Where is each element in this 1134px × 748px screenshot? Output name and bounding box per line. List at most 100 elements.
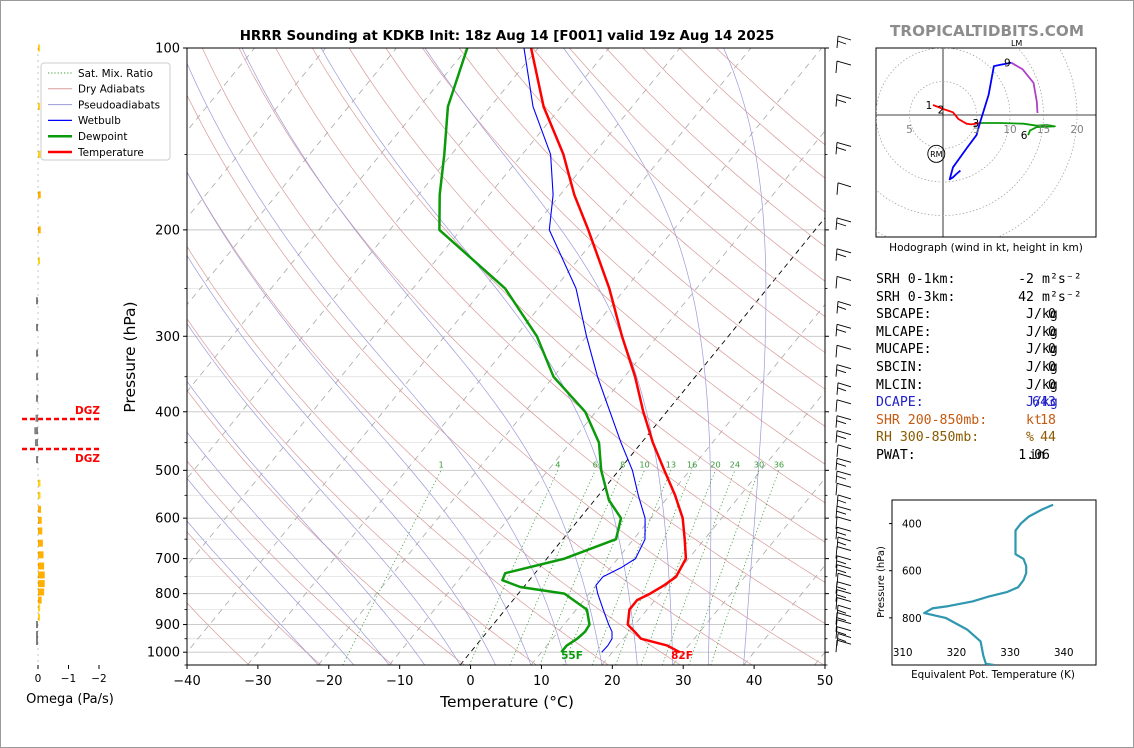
parameter-row: SBCIN: 0 J/kg [876, 360, 1116, 378]
pseudoadiabat [187, 380, 425, 665]
legend-label: Temperature [77, 147, 144, 159]
hodograph-height-label: 1 [926, 100, 933, 112]
parameter-value: 1.06 [1018, 447, 1050, 463]
rm-marker [927, 144, 946, 163]
omega-bar [38, 505, 42, 513]
wind-barb-flag [836, 589, 852, 595]
dry-adiabat [532, 48, 825, 318]
mixing-ratio-label: 30 [754, 459, 764, 469]
hodograph-caption: Hodograph (wind in kt, height in km) [889, 242, 1083, 254]
mixing-ratio-label: 10 [639, 459, 649, 469]
hodograph-height-label: 6 [1021, 130, 1028, 142]
chart-title: HRRR Sounding at KDKB Init: 18z Aug 14 [… [240, 29, 775, 44]
parameter-label: MLCAPE: [876, 324, 932, 340]
mixing-ratio-label: 13 [666, 459, 676, 469]
wind-barb-flag [837, 301, 852, 306]
mixing-ratio-line [710, 470, 780, 665]
hodograph-segment [948, 122, 981, 181]
thetae-y-tick-label: 400 [902, 519, 922, 531]
wind-barb-flag [836, 399, 852, 405]
omega-axis-label: Omega (Pa/s) [26, 692, 114, 707]
wind-barb-flag [837, 387, 847, 392]
parameter-row: MLCAPE: 0 J/kg [876, 325, 1116, 343]
wind-barb-staff [835, 324, 838, 337]
omega-bar [36, 631, 38, 639]
omega-bar [36, 373, 38, 381]
dry-adiabat [201, 48, 825, 665]
wind-barb-staff [835, 546, 838, 559]
isotherm [187, 48, 539, 480]
dry-adiabat [187, 460, 394, 665]
wind-barb-flag [836, 430, 852, 436]
legend-label: Wetbulb [78, 115, 121, 127]
omega-bar [38, 604, 41, 612]
hodograph-ring [876, 48, 1011, 183]
wind-barb-flag [836, 526, 852, 532]
y-tick-label: 200 [155, 223, 180, 238]
omega-bar [38, 226, 41, 234]
wind-barb-flag [836, 639, 852, 645]
wind-barb-flag [836, 531, 847, 536]
omega-bar [36, 394, 38, 402]
wind-barb-flag [836, 560, 847, 565]
isotherm [388, 130, 825, 665]
omega-bar [38, 596, 42, 604]
wind-barb-flag [836, 217, 852, 223]
wind-barb-staff [835, 60, 838, 74]
wind-barb-flag [837, 541, 847, 546]
omega-bar [38, 562, 45, 570]
mixing-ratio-line [615, 470, 693, 665]
parameter-unit: J/kg [1026, 342, 1058, 358]
dry-adiabat [238, 48, 825, 624]
temperature-line [529, 48, 688, 654]
hodograph-ring [876, 48, 1044, 216]
pseudoadiabat [241, 48, 603, 665]
isotherm [530, 304, 825, 665]
omega-bar [36, 456, 38, 464]
wind-barb-flag [836, 619, 852, 625]
omega-bar [38, 479, 41, 487]
wind-barb-flag [836, 505, 852, 511]
parameter-value: 44 [1040, 430, 1056, 446]
wind-barb-flag [836, 222, 847, 227]
parameter-unit: m²s⁻² [1042, 272, 1082, 287]
omega-bar [34, 427, 38, 435]
parameter-label: PWAT: [876, 447, 916, 463]
parameter-row: SBCAPE: 0 J/kg [876, 307, 1116, 325]
hodograph-ring-label: 15 [1037, 124, 1050, 136]
mixing-ratio-label: 24 [730, 459, 740, 469]
parameter-label: SRH 0-3km: [876, 289, 956, 305]
wind-barb-staff [836, 444, 839, 457]
wind-barb-flag [837, 40, 847, 45]
isotherm [318, 48, 823, 665]
parameter-label: SHR 200-850mb: [876, 412, 988, 428]
wind-barb-flag [837, 494, 852, 500]
x-tick-label: −20 [315, 674, 342, 689]
parameter-value: 0 [1048, 342, 1056, 358]
wind-barb-flag [836, 597, 852, 602]
wind-barb-staff [835, 527, 838, 540]
hodograph-height-label: 9 [1004, 58, 1011, 70]
omega-bar [36, 297, 38, 305]
thetae-panel: 310 320 330 340 400 600 800 Pressure (hPa) Equ… [876, 499, 1097, 681]
wind-barb-flag [836, 631, 847, 636]
isotherm [187, 48, 468, 393]
watermark: TROPICALTIDBITS.COM [890, 22, 1084, 40]
parameter-value: 643 [1032, 395, 1056, 411]
wind-barb-staff [835, 589, 838, 602]
wind-barb-flag [836, 435, 847, 440]
mixing-ratio-label: 36 [774, 459, 784, 469]
wind-barb-flag [836, 94, 852, 99]
x-tick-label: 20 [604, 674, 621, 689]
parameter-value: 0 [1048, 377, 1056, 393]
wind-barb-staff [835, 276, 838, 289]
hodograph: 5 10 15 20 5 1 2 3 6 9 RM LM Hodograph (wind in kt,… [875, 39, 1097, 254]
hodograph-segment [979, 61, 1012, 124]
wind-barb-flag [836, 420, 847, 425]
mixing-ratio-label: 1 [438, 459, 443, 469]
y-tick-label: 100 [155, 42, 180, 57]
omega-bar [36, 323, 38, 331]
y-tick-label: 1000 [147, 646, 180, 661]
wind-barb-staff [835, 516, 838, 529]
x-tick-label: −40 [173, 674, 200, 689]
